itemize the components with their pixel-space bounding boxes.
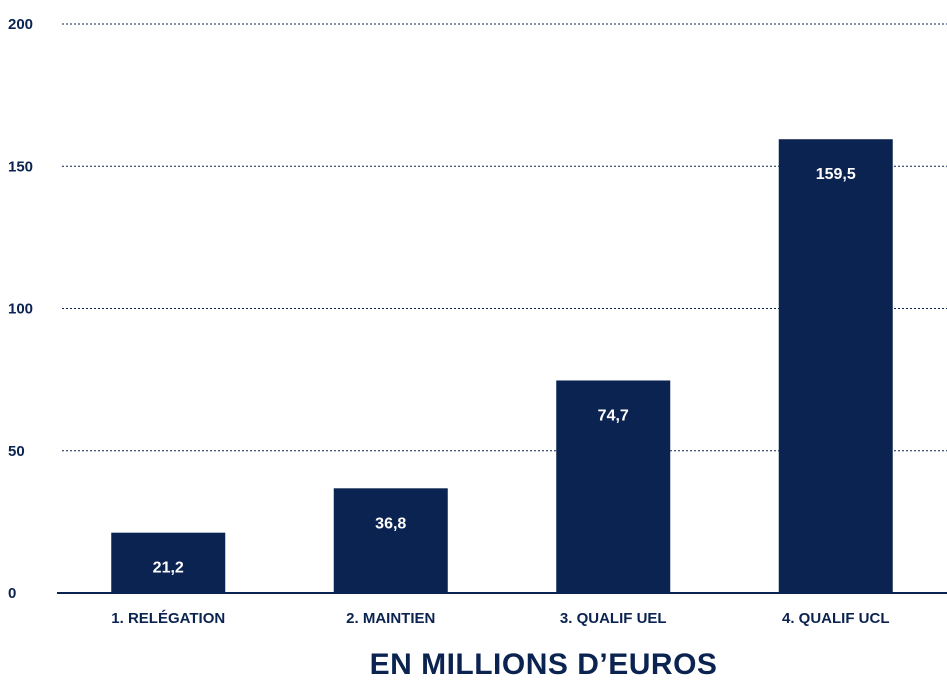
- bar-value-label: 159,5: [816, 166, 856, 183]
- bar: [111, 532, 226, 593]
- bar-value-label: 21,2: [153, 560, 184, 577]
- y-tick-label: 50: [8, 443, 25, 460]
- x-category-label: 1. RELÉGATION: [111, 610, 225, 627]
- bar: [556, 380, 671, 593]
- y-tick-label: 200: [8, 16, 33, 33]
- bar-value-label: 74,7: [598, 407, 629, 424]
- x-category-label: 3. QUALIF UEL: [560, 610, 667, 627]
- bar-value-labels: 21,2 36,8 74,7 159,5: [153, 166, 856, 576]
- x-category-labels: 1. RELÉGATION 2. MAINTIEN 3. QUALIF UEL 4. …: [111, 610, 889, 627]
- bar-chart: 0 50 100 150 200 1. RELÉGATION 2. MAINTIEN 3. …: [8, 16, 947, 627]
- x-category-label: 2. MAINTIEN: [346, 610, 435, 627]
- x-category-label: 4. QUALIF UCL: [782, 610, 890, 627]
- bar: [333, 488, 448, 593]
- y-tick-label: 100: [8, 301, 33, 318]
- bars: [111, 139, 893, 593]
- bar-value-label: 36,8: [375, 515, 406, 532]
- y-tick-label: 0: [8, 585, 16, 602]
- y-tick-labels: 0 50 100 150 200: [8, 16, 33, 602]
- y-tick-label: 150: [8, 158, 33, 175]
- bar: [778, 139, 893, 593]
- x-axis-title: EN MILLIONS D’EUROS: [369, 648, 718, 681]
